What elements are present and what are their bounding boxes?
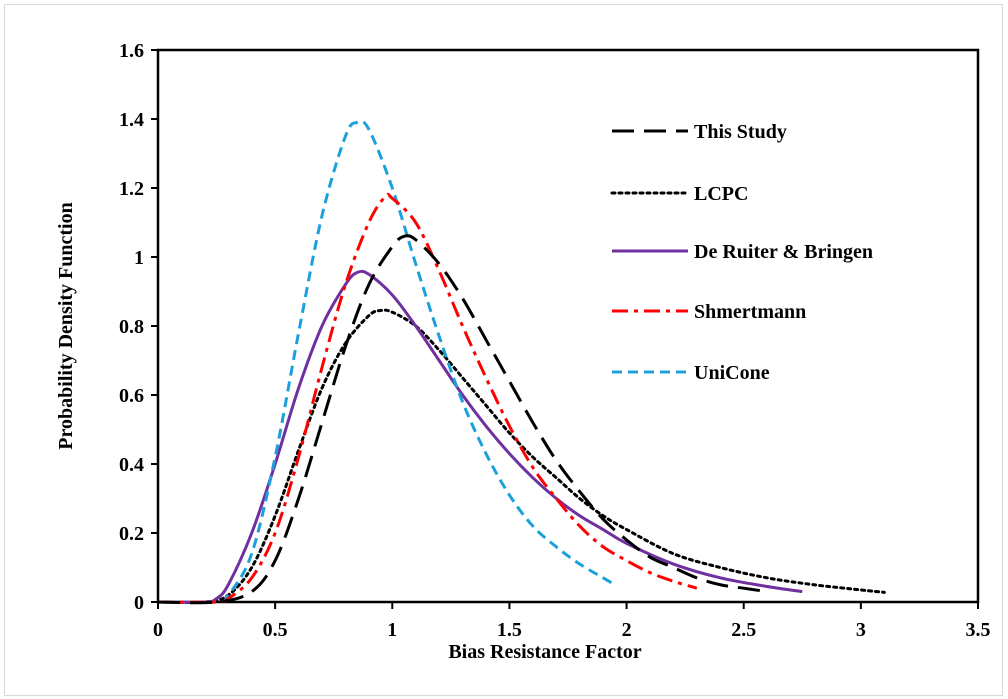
y-tick-label: 1.6 — [119, 40, 144, 62]
legend-label: LCPC — [694, 183, 748, 205]
x-tick-label: 1.5 — [497, 619, 522, 641]
y-tick-label: 0.8 — [119, 316, 144, 338]
y-tick-label: 1 — [134, 247, 144, 269]
series-line-de-ruiter-bringen — [157, 269, 803, 604]
x-tick-label: 3 — [856, 619, 866, 641]
legend-label: UniCone — [694, 362, 770, 384]
x-axis-title: Bias Resistance Factor — [448, 641, 641, 663]
y-tick-label: 1.4 — [119, 109, 144, 131]
legend-label: De Ruiter & Bringen — [694, 241, 873, 263]
y-axis-title: Probability Density Function — [55, 202, 77, 449]
series-line-this-study — [157, 234, 768, 605]
y-tick-label: 0 — [134, 592, 144, 614]
series-line-unicone — [157, 119, 616, 605]
x-tick-label: 0 — [153, 619, 163, 641]
y-tick-label: 0.4 — [119, 454, 144, 476]
y-tick-label: 0.2 — [119, 523, 144, 545]
x-tick-label: 3.5 — [966, 619, 991, 641]
x-tick-label: 0.5 — [263, 619, 288, 641]
legend-label: This Study — [694, 121, 787, 143]
series-line-lcpc — [156, 308, 886, 605]
y-tick-label: 0.6 — [119, 385, 144, 407]
series-line-shmertmann — [157, 192, 698, 604]
y-tick-label: 1.2 — [119, 178, 144, 200]
x-tick-label: 2 — [622, 619, 632, 641]
legend-label: Shmertmann — [694, 301, 806, 323]
legend: This Study LCPC De Ruiter & Bringen Shmertm… — [610, 121, 873, 384]
chart-frame — [4, 4, 1003, 696]
series-layer — [156, 119, 886, 605]
x-tick-label: 1 — [387, 619, 397, 641]
x-tick-label: 2.5 — [731, 619, 756, 641]
